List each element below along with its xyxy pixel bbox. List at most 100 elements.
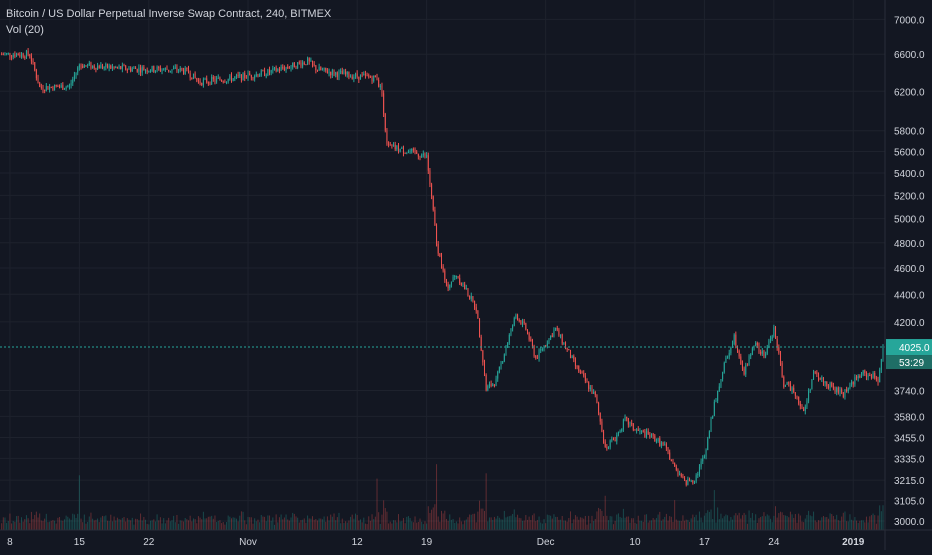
candle-body	[667, 447, 669, 453]
candle-body	[689, 479, 691, 482]
volume-bar	[110, 514, 112, 530]
volume-bar	[111, 521, 113, 530]
volume-bar	[361, 522, 363, 530]
volume-bar	[378, 512, 380, 530]
volume-bar	[662, 519, 664, 530]
candle-body	[106, 63, 108, 68]
candle-body	[232, 78, 234, 81]
candle-body	[45, 86, 47, 91]
candle-body	[712, 416, 714, 419]
volume-bar	[793, 517, 795, 530]
volume-bar	[391, 523, 393, 530]
volume-bar	[192, 518, 194, 530]
candle-body	[111, 66, 113, 69]
y-tick-label: 3105.0	[894, 497, 925, 508]
volume-bar	[703, 515, 705, 530]
volume-bar	[870, 515, 872, 530]
candle-body	[875, 377, 877, 380]
volume-bar	[325, 521, 327, 530]
volume-bar	[589, 523, 591, 530]
volume-bar	[353, 518, 355, 530]
candle-body	[612, 439, 614, 441]
candle-body	[108, 65, 110, 68]
candle-body	[450, 281, 452, 285]
candle-body	[789, 383, 791, 391]
volume-bar	[82, 522, 84, 530]
volume-bar	[642, 521, 644, 530]
volume-bar	[553, 514, 555, 530]
volume-bar	[852, 520, 854, 530]
candle-body	[550, 335, 552, 339]
candle-body	[879, 369, 881, 383]
volume-bar	[636, 523, 638, 530]
countdown-tag-bg	[886, 355, 932, 370]
volume-bar	[57, 517, 59, 530]
volume-bar	[186, 519, 188, 530]
volume-bar	[488, 517, 490, 530]
volume-bar	[877, 515, 879, 530]
volume-bar	[383, 500, 385, 530]
volume-bar	[120, 519, 122, 530]
volume-bar	[682, 515, 684, 530]
candle-body	[563, 343, 565, 345]
volume-bar	[133, 524, 135, 530]
candle-body	[237, 74, 239, 76]
volume-bar	[320, 518, 322, 530]
candle-body	[176, 67, 178, 71]
volume-bar	[424, 521, 426, 530]
y-tick-label: 5200.0	[894, 191, 925, 202]
volume-bar	[201, 519, 203, 530]
volume-bar	[73, 514, 75, 530]
y-tick-label: 3000.0	[894, 517, 925, 528]
candle-body	[566, 348, 568, 350]
candle-body	[338, 71, 340, 77]
candle-body	[37, 78, 39, 84]
candle-body	[14, 54, 16, 57]
candle-body	[791, 387, 793, 391]
candle-body	[4, 53, 6, 55]
candle-body	[725, 357, 727, 363]
volume-bar	[535, 521, 537, 530]
candle-body	[530, 339, 532, 341]
volume-bar	[689, 521, 691, 530]
y-tick-label: 3215.0	[894, 476, 925, 487]
candle-body	[561, 334, 563, 344]
volume-bar	[641, 520, 643, 530]
volume-bar	[444, 510, 446, 530]
volume-bar	[154, 521, 156, 530]
candle-body	[34, 62, 36, 71]
candle-body	[872, 373, 874, 378]
volume-bar	[318, 518, 320, 530]
candle-body	[272, 68, 274, 71]
volume-bar	[232, 517, 234, 530]
volume-bar	[490, 517, 492, 530]
volume-bar	[191, 521, 193, 530]
volume-bar	[525, 515, 527, 530]
candle-body	[154, 70, 156, 72]
candle-body	[779, 352, 781, 363]
volume-bar	[148, 524, 150, 530]
volume-bar	[781, 512, 783, 530]
y-tick-label: 3740.0	[894, 387, 925, 398]
volume-bar	[622, 508, 624, 530]
volume-bar	[844, 511, 846, 530]
volume-bar	[738, 512, 740, 530]
volume-bar	[264, 516, 266, 530]
candle-body	[308, 58, 310, 62]
candle-body	[536, 357, 538, 359]
candle-body	[806, 400, 808, 407]
volume-bar	[115, 520, 117, 530]
candle-body	[811, 379, 813, 390]
volume-bar	[483, 510, 485, 530]
volume-bar	[35, 511, 37, 530]
volume-bar	[199, 517, 201, 530]
candle-body	[209, 82, 211, 85]
candle-body	[1, 54, 3, 56]
candle-body	[399, 148, 401, 152]
candle-body	[73, 75, 75, 80]
volume-bar	[278, 517, 280, 530]
candle-body	[288, 67, 290, 69]
candle-body	[83, 65, 85, 68]
candle-body	[282, 67, 284, 69]
